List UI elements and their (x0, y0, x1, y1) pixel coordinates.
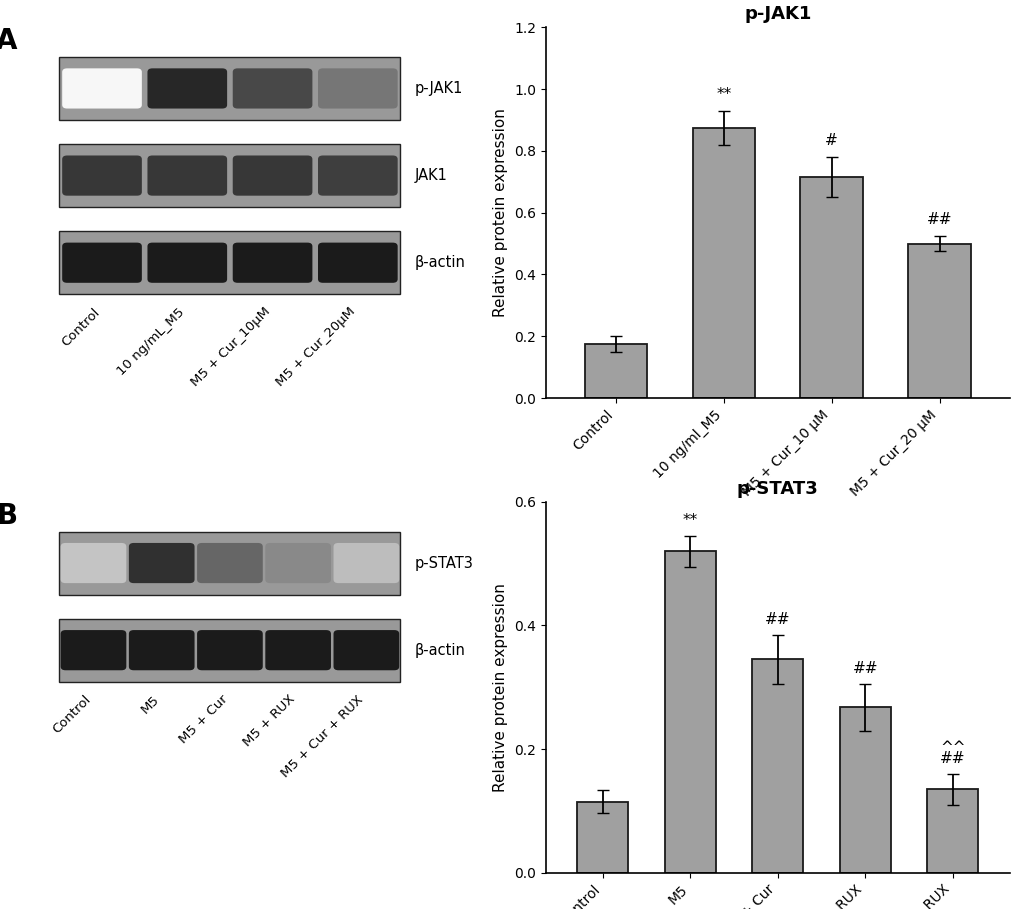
Text: ^^: ^^ (940, 740, 965, 755)
Bar (800, 177, 862, 398)
Bar (752, 659, 802, 873)
Bar (577, 802, 628, 873)
Text: ##: ## (940, 752, 965, 766)
FancyBboxPatch shape (59, 57, 400, 120)
Bar (926, 789, 977, 873)
Bar (839, 707, 890, 873)
FancyBboxPatch shape (232, 68, 312, 108)
FancyBboxPatch shape (59, 144, 400, 207)
Bar (908, 244, 970, 398)
Text: ##: ## (764, 613, 790, 627)
Text: M5 + RUX: M5 + RUX (242, 693, 298, 750)
Text: p-JAK1: p-JAK1 (415, 81, 463, 96)
Text: M5 + Cur + RUX: M5 + Cur + RUX (279, 693, 366, 780)
FancyBboxPatch shape (148, 68, 227, 108)
Text: M5: M5 (139, 693, 162, 716)
FancyBboxPatch shape (62, 155, 142, 195)
Text: M5 + Cur: M5 + Cur (176, 693, 229, 746)
FancyBboxPatch shape (59, 231, 400, 295)
FancyBboxPatch shape (59, 619, 400, 682)
Text: β-actin: β-actin (415, 255, 466, 270)
Text: **: ** (715, 87, 731, 102)
FancyBboxPatch shape (148, 243, 227, 283)
FancyBboxPatch shape (59, 532, 400, 594)
FancyBboxPatch shape (197, 630, 263, 670)
FancyBboxPatch shape (128, 543, 195, 584)
FancyBboxPatch shape (128, 630, 195, 670)
Bar (664, 551, 715, 873)
Text: #: # (824, 134, 838, 148)
FancyBboxPatch shape (318, 243, 397, 283)
Y-axis label: Relative protein expression: Relative protein expression (493, 108, 507, 317)
FancyBboxPatch shape (333, 543, 398, 584)
Text: Control: Control (50, 693, 94, 736)
FancyBboxPatch shape (265, 543, 330, 584)
FancyBboxPatch shape (265, 630, 330, 670)
FancyBboxPatch shape (318, 155, 397, 195)
Y-axis label: Relative protein expression: Relative protein expression (493, 583, 507, 792)
Title: p-STAT3: p-STAT3 (736, 480, 818, 497)
FancyBboxPatch shape (232, 243, 312, 283)
FancyBboxPatch shape (197, 543, 263, 584)
Text: M5 + Cur_20μM: M5 + Cur_20μM (273, 305, 358, 389)
Text: ##: ## (926, 212, 952, 227)
Text: M5 + Cur_10μM: M5 + Cur_10μM (189, 305, 272, 389)
FancyBboxPatch shape (148, 155, 227, 195)
Text: **: ** (682, 514, 697, 528)
FancyBboxPatch shape (62, 68, 142, 108)
FancyBboxPatch shape (60, 543, 126, 584)
Text: B: B (0, 502, 17, 530)
FancyBboxPatch shape (333, 630, 398, 670)
FancyBboxPatch shape (318, 68, 397, 108)
Text: β-actin: β-actin (415, 643, 466, 658)
Text: 10 ng/mL_M5: 10 ng/mL_M5 (115, 305, 187, 377)
Text: JAK1: JAK1 (415, 168, 447, 183)
FancyBboxPatch shape (232, 155, 312, 195)
Title: p-JAK1: p-JAK1 (743, 5, 811, 23)
Text: Control: Control (59, 305, 102, 349)
FancyBboxPatch shape (60, 630, 126, 670)
Bar (692, 127, 754, 398)
Text: A: A (0, 27, 17, 55)
FancyBboxPatch shape (62, 243, 142, 283)
Text: ##: ## (852, 661, 877, 676)
Text: p-STAT3: p-STAT3 (415, 555, 474, 571)
Bar (584, 344, 646, 398)
